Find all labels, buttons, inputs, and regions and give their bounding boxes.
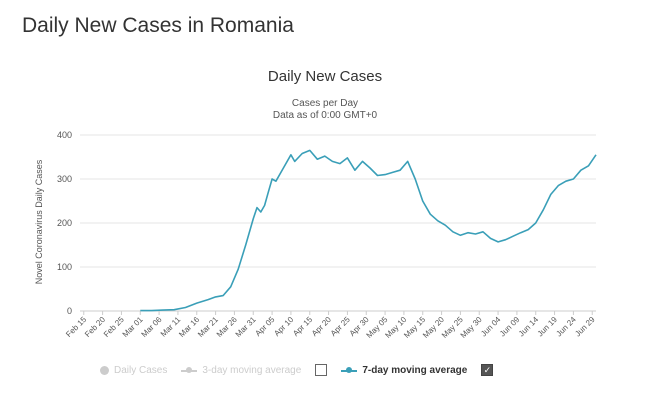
page-heading: Daily New Cases in Romania xyxy=(22,14,294,37)
x-tick-label: Jun 29 xyxy=(573,315,597,339)
x-tick-label: Apr 20 xyxy=(310,315,333,338)
y-tick-label: 100 xyxy=(57,262,72,272)
x-tick-label: Jun 19 xyxy=(536,315,560,339)
x-tick-label: Jun 14 xyxy=(517,315,541,339)
legend-label-7-day-average: 7-day moving average xyxy=(362,364,468,376)
legend: Daily Cases 3-day moving average 7-day m… xyxy=(100,361,507,379)
x-tick-label: Mar 06 xyxy=(140,315,164,339)
chart-title: Daily New Cases xyxy=(267,68,383,85)
y-axis-label: Novel Coronavirus Daily Cases xyxy=(34,159,44,284)
y-tick-label: 300 xyxy=(57,174,72,184)
x-tick-label: Apr 05 xyxy=(253,315,276,338)
x-tick-label: May 30 xyxy=(459,315,484,340)
y-tick-label: 0 xyxy=(67,306,72,316)
checkbox-7-day-average[interactable]: ✓ xyxy=(481,364,494,376)
legend-item-3-day-average[interactable]: 3-day moving average xyxy=(181,365,301,376)
grid-lines xyxy=(80,134,596,312)
legend-line-icon xyxy=(341,366,358,375)
y-axis-ticks: 0 100 200 300 400 xyxy=(57,130,72,316)
checkbox-3-day-average[interactable] xyxy=(315,364,328,376)
legend-dot-icon xyxy=(100,365,109,375)
chart-subtitle-line-1: Cases per Day xyxy=(291,98,359,109)
x-tick-label: Apr 15 xyxy=(291,315,314,338)
legend-item-daily-cases[interactable]: Daily Cases xyxy=(100,365,167,376)
series-layer xyxy=(140,149,597,312)
x-tick-label: Jun 24 xyxy=(554,315,578,339)
legend-label-3-day-average: 3-day moving average xyxy=(202,364,302,376)
chart-subtitle-line-2: Data as of 0:00 GMT+0 xyxy=(272,110,378,121)
x-tick-label: Jun 04 xyxy=(479,315,503,339)
y-tick-label: 400 xyxy=(57,130,72,140)
x-tick-label: Apr 25 xyxy=(329,315,352,338)
legend-item-7-day-average[interactable]: 7-day moving average xyxy=(341,365,467,376)
x-tick-label: Mar 31 xyxy=(234,315,258,339)
legend-label-daily-cases: Daily Cases xyxy=(114,364,168,376)
x-tick-label: Apr 10 xyxy=(272,315,295,338)
series-line xyxy=(140,149,597,312)
x-tick-label: Jun 09 xyxy=(498,315,522,339)
y-tick-label: 200 xyxy=(57,218,72,228)
legend-line-icon xyxy=(181,366,198,375)
